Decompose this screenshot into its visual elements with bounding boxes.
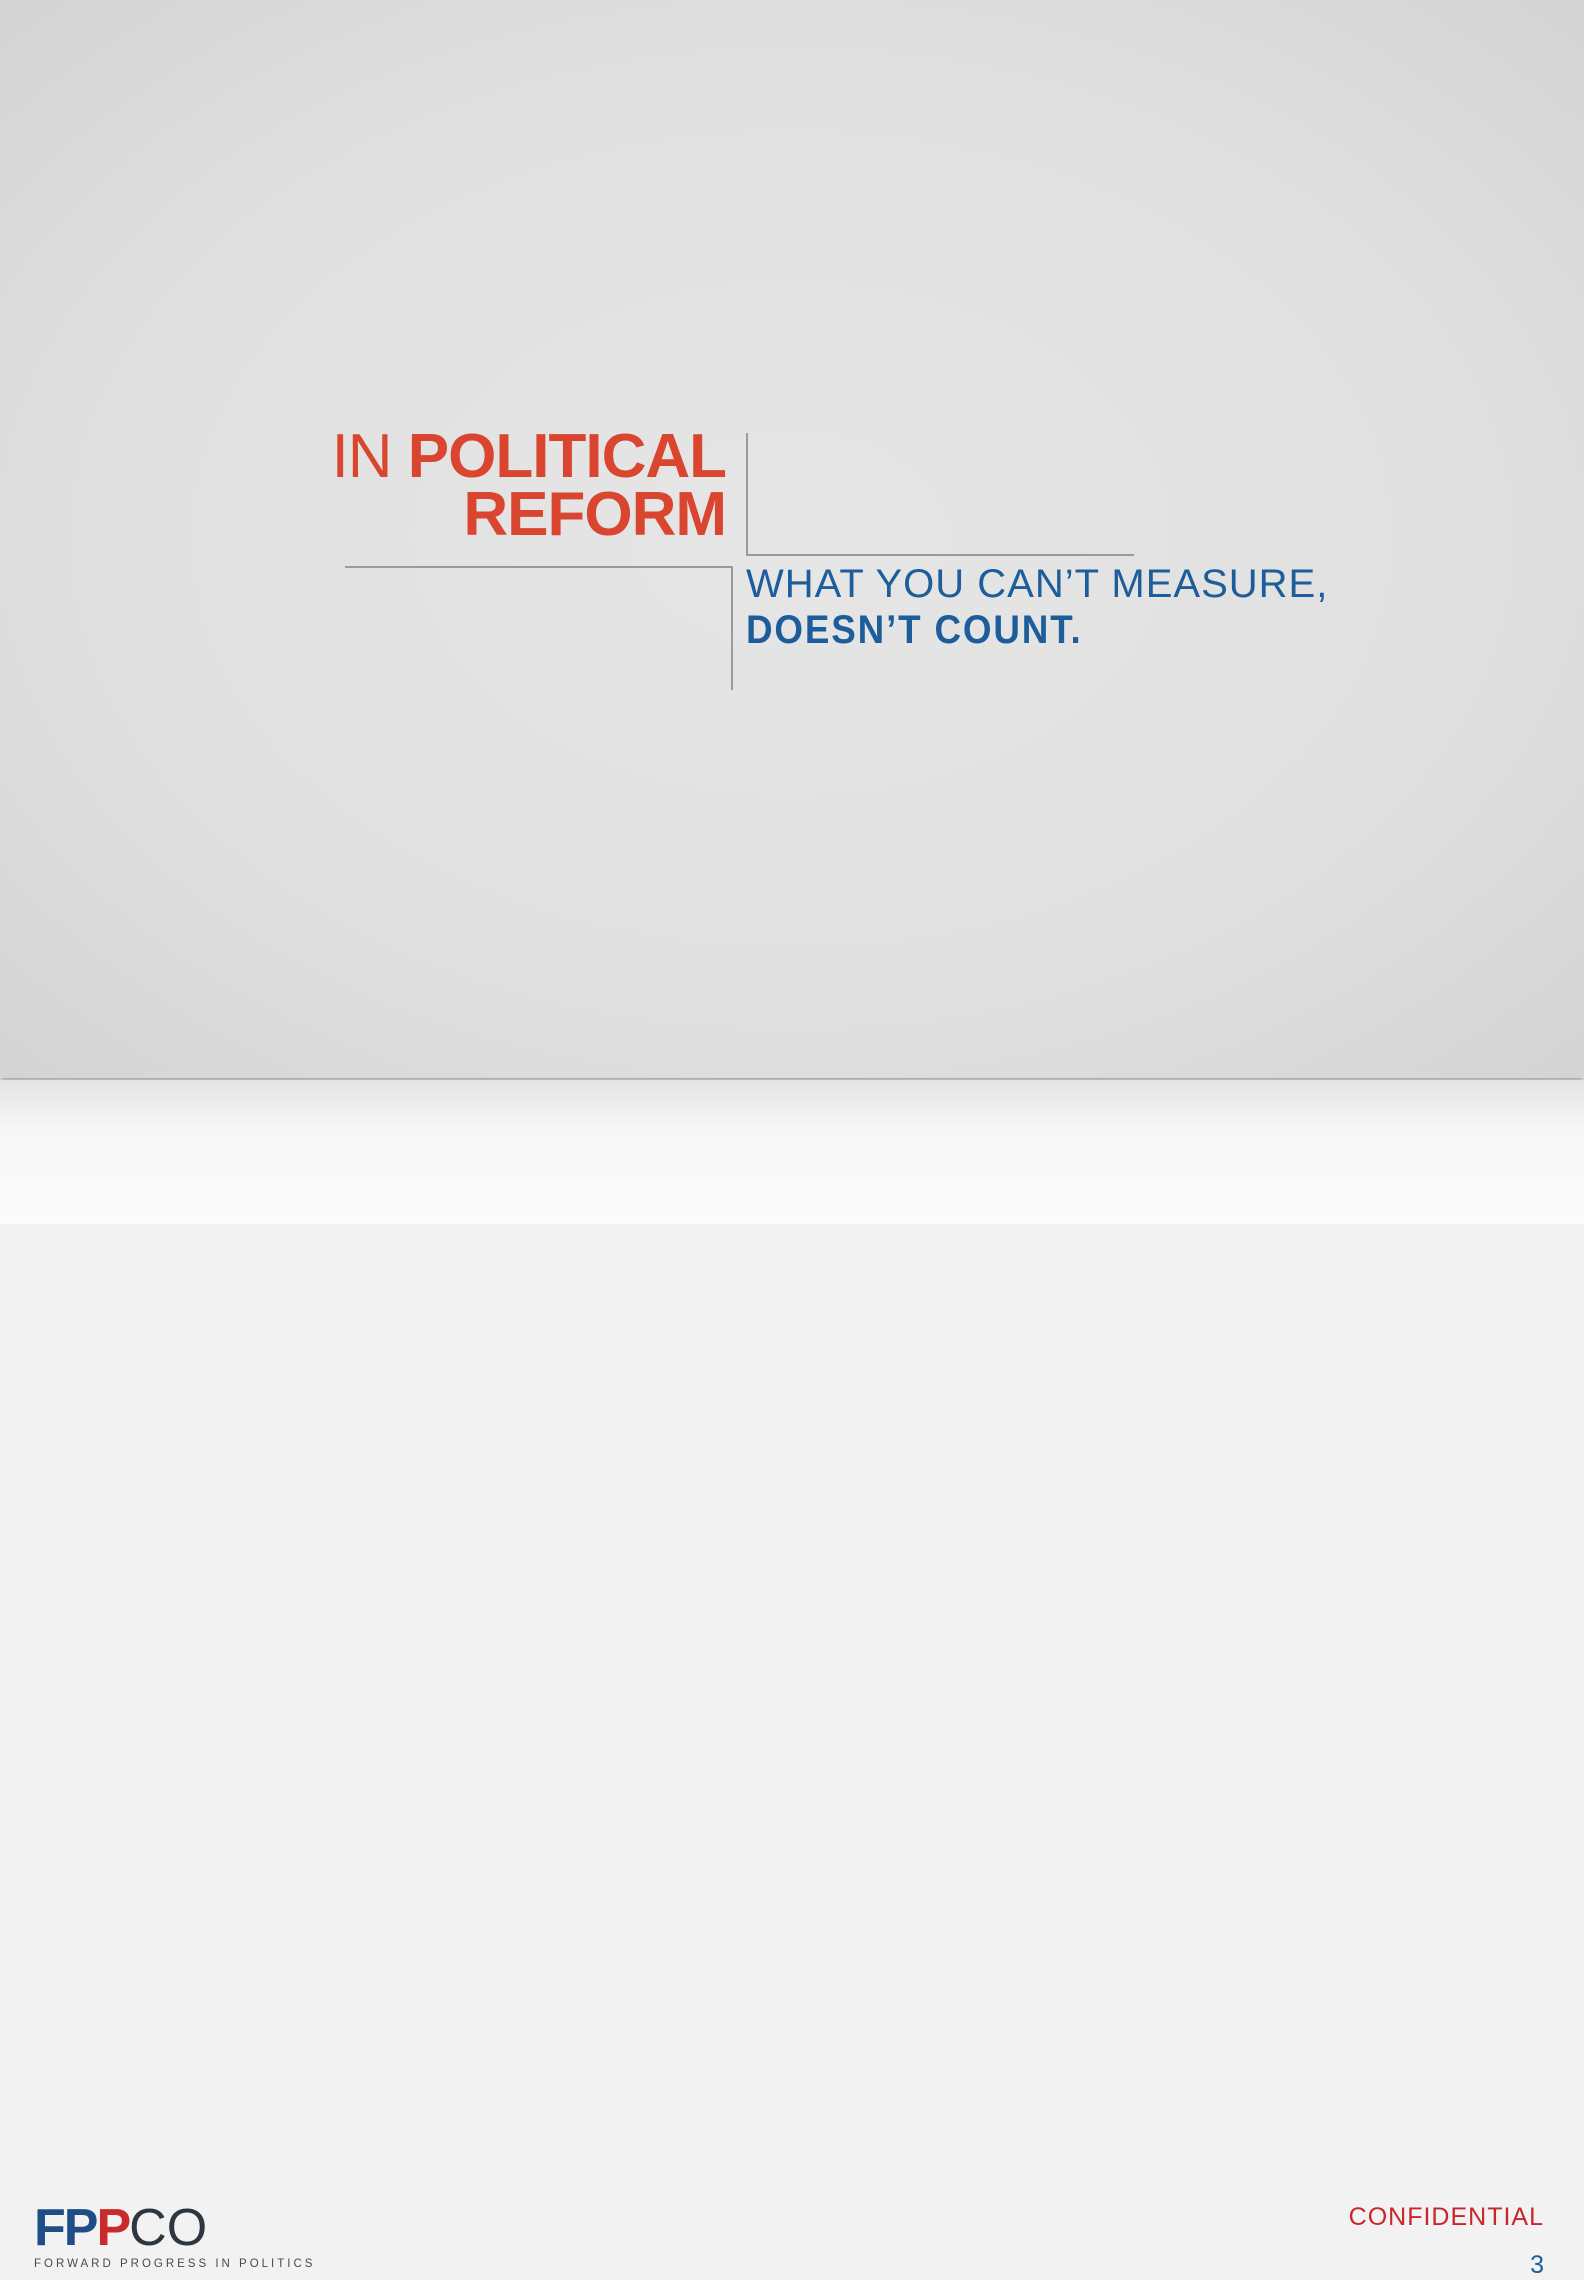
company-logo: FPPCO FORWARD PROGRESS IN POLITICS [34,2202,312,2272]
divider-vertical-lower [731,566,733,690]
headline-light-word: IN [331,422,393,491]
tagline-line-2: DOESN’T COUNT. [746,608,1083,652]
headline-line-1: IN POLITICAL [332,426,727,488]
headline-bold-word: POLITICAL [407,422,727,491]
confidential-label: CONFIDENTIAL [1348,2203,1544,2231]
logo-tagline: FORWARD PROGRESS IN POLITICS [34,2258,316,2270]
headline-line-2: REFORM [463,480,727,549]
divider-vertical-upper [746,433,748,555]
footer: FPPCO FORWARD PROGRESS IN POLITICS CONFI… [0,1080,1584,2279]
logo-fp: FP [34,2199,98,2257]
page-number: 3 [1530,2251,1544,2279]
logo-p: P [96,2199,131,2257]
tagline-line-1: WHAT YOU CAN’T MEASURE, [746,562,1329,606]
main-panel: IN POLITICAL REFORM WHAT YOU CAN’T MEASU… [0,0,1584,1078]
logo-wordmark: FPPCO [34,2202,207,2254]
logo-co: CO [129,2199,208,2257]
headline: IN POLITICAL REFORM [332,426,727,549]
divider-horizontal-left [345,566,732,568]
divider-horizontal-right [746,554,1134,556]
tagline: WHAT YOU CAN’T MEASURE, DOESN’T COUNT. [746,562,1328,654]
